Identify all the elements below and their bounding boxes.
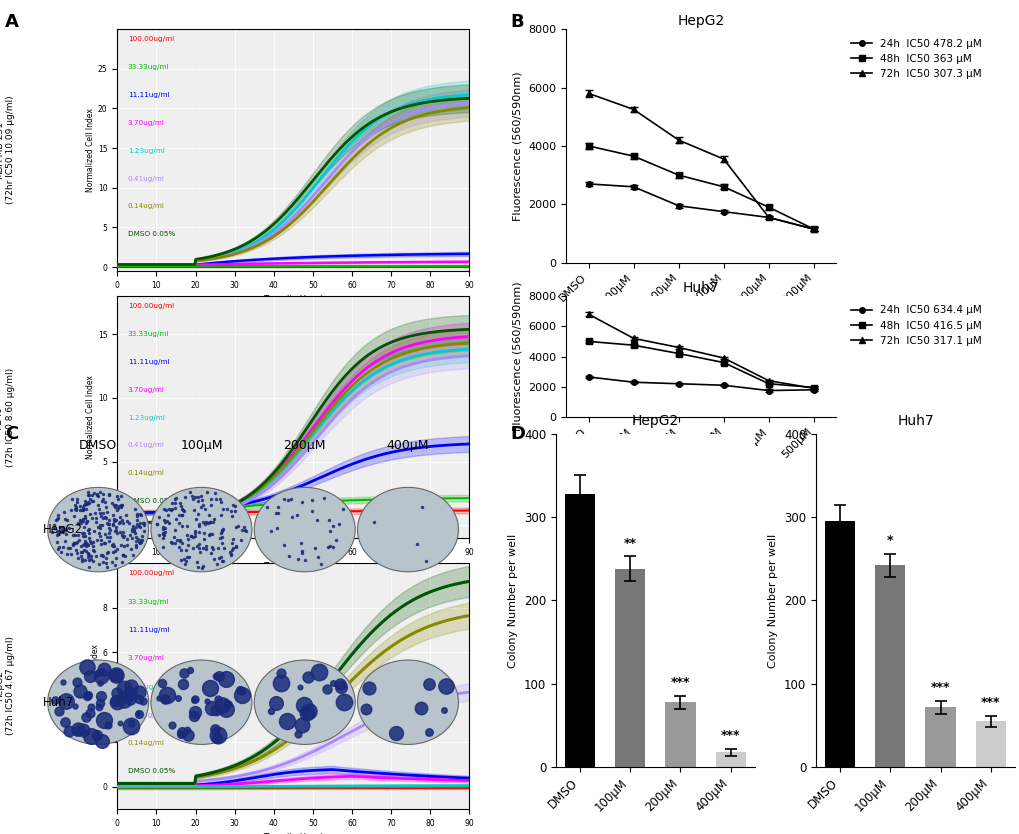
Text: 0.41ug/ml: 0.41ug/ml [127, 175, 165, 182]
Text: 3.70ug/ml: 3.70ug/ml [127, 120, 165, 126]
Text: A549
(72h IC50 8.60 μg/ml): A549 (72h IC50 8.60 μg/ml) [0, 368, 15, 466]
Text: MDA-MB-231
(72hr IC50 10.09 μg/ml): MDA-MB-231 (72hr IC50 10.09 μg/ml) [0, 96, 15, 204]
Bar [664, 702, 695, 767]
Text: 3.70ug/ml: 3.70ug/ml [127, 387, 165, 393]
Text: DMSO 0.05%: DMSO 0.05% [127, 768, 175, 775]
Text: 400μM: 400μM [386, 440, 429, 452]
Text: 1.23ug/ml: 1.23ug/ml [127, 414, 165, 420]
Bar [924, 707, 955, 767]
Text: 1.23ug/ml: 1.23ug/ml [127, 148, 165, 153]
Title: Huh7: Huh7 [897, 414, 932, 429]
Title: Huh7: Huh7 [683, 281, 718, 295]
Text: C: C [5, 425, 18, 444]
Text: 33.33ug/ml: 33.33ug/ml [127, 599, 169, 605]
Text: HepG2: HepG2 [43, 523, 84, 536]
Text: 3.70ug/ml: 3.70ug/ml [127, 656, 165, 661]
Text: 0.41ug/ml: 0.41ug/ml [127, 711, 165, 718]
Bar [975, 721, 1005, 767]
Y-axis label: Normalized Cell Index: Normalized Cell Index [86, 375, 95, 459]
Circle shape [48, 660, 149, 745]
Text: ***: *** [671, 676, 690, 689]
Text: A: A [5, 13, 19, 31]
Text: ***: *** [930, 681, 950, 694]
Text: 100.00ug/ml: 100.00ug/ml [127, 37, 174, 43]
Y-axis label: Colony Number per well: Colony Number per well [767, 534, 777, 667]
Text: 100μM: 100μM [180, 440, 222, 452]
Bar [824, 521, 854, 767]
Text: ***: *** [720, 729, 740, 742]
Text: 0.14ug/ml: 0.14ug/ml [127, 203, 165, 209]
Circle shape [254, 487, 355, 572]
Circle shape [151, 487, 252, 572]
Bar [565, 494, 594, 767]
Text: 11.11ug/ml: 11.11ug/ml [127, 627, 169, 633]
Text: D: D [510, 425, 525, 444]
Legend: 24h  IC50 634.4 μM, 48h  IC50 416.5 μM, 72h  IC50 317.1 μM: 24h IC50 634.4 μM, 48h IC50 416.5 μM, 72… [846, 301, 985, 350]
Y-axis label: Colony Number per well: Colony Number per well [507, 534, 518, 667]
X-axis label: Time (in Hour): Time (in Hour) [263, 562, 323, 571]
Bar [874, 565, 905, 767]
Circle shape [358, 487, 459, 572]
Title: HepG2: HepG2 [677, 14, 725, 28]
Circle shape [151, 660, 252, 745]
Text: HepG2
(72h IC50 4.67 μg/ml): HepG2 (72h IC50 4.67 μg/ml) [0, 636, 15, 736]
Circle shape [48, 487, 149, 572]
Text: 1.23ug/ml: 1.23ug/ml [127, 684, 165, 690]
Text: DMSO 0.05%: DMSO 0.05% [127, 231, 175, 237]
Title: HepG2: HepG2 [631, 414, 679, 429]
X-axis label: Time (in Hour): Time (in Hour) [263, 295, 323, 304]
Text: 0.41ug/ml: 0.41ug/ml [127, 442, 165, 449]
Text: *: * [887, 534, 893, 547]
Text: ***: *** [980, 696, 1000, 709]
Legend: 24h  IC50 478.2 μM, 48h  IC50 363 μM, 72h  IC50 307.3 μM: 24h IC50 478.2 μM, 48h IC50 363 μM, 72h … [846, 34, 985, 83]
Text: Huh7: Huh7 [43, 696, 74, 709]
Text: 0.14ug/ml: 0.14ug/ml [127, 470, 165, 476]
Bar [614, 569, 645, 767]
Text: DMSO 0.05%: DMSO 0.05% [127, 498, 175, 504]
Text: **: ** [624, 536, 636, 550]
Y-axis label: Normalized Cell Index: Normalized Cell Index [91, 644, 100, 728]
Circle shape [358, 660, 459, 745]
Text: DMSO: DMSO [79, 440, 117, 452]
Text: 100.00ug/ml: 100.00ug/ml [127, 570, 174, 576]
Circle shape [254, 660, 355, 745]
Text: B: B [510, 13, 523, 31]
Bar [715, 752, 745, 767]
Y-axis label: Fluorescence (560/590nm): Fluorescence (560/590nm) [513, 71, 522, 221]
Text: 33.33ug/ml: 33.33ug/ml [127, 64, 169, 70]
Text: 0.14ug/ml: 0.14ug/ml [127, 740, 165, 746]
Y-axis label: Normalized Cell Index: Normalized Cell Index [86, 108, 95, 192]
Text: 11.11ug/ml: 11.11ug/ml [127, 92, 169, 98]
Text: 33.33ug/ml: 33.33ug/ml [127, 331, 169, 337]
Text: 100.00ug/ml: 100.00ug/ml [127, 304, 174, 309]
Text: 200μM: 200μM [283, 440, 326, 452]
Text: 11.11ug/ml: 11.11ug/ml [127, 359, 169, 365]
Y-axis label: Fluorescence (560/590nm): Fluorescence (560/590nm) [513, 282, 522, 431]
